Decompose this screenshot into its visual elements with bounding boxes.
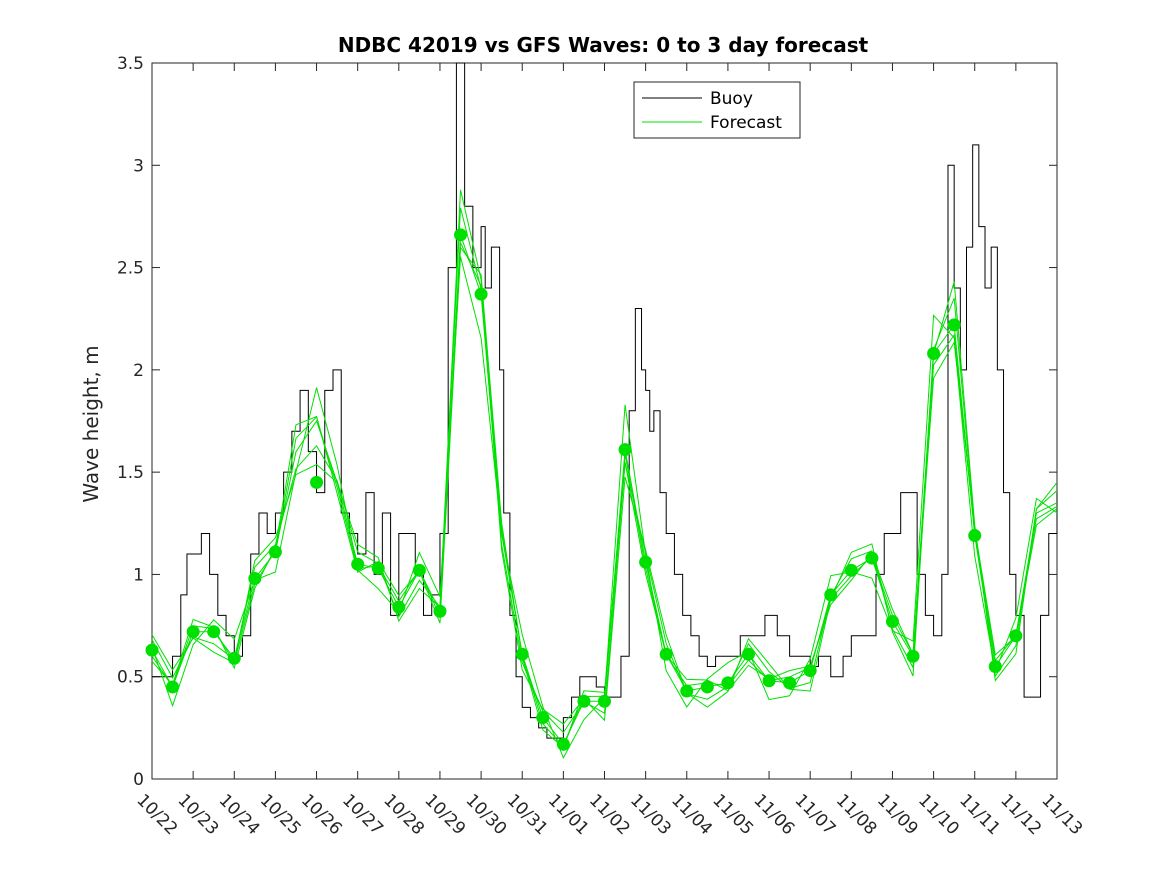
forecast-marker bbox=[721, 676, 735, 690]
legend-box bbox=[633, 81, 801, 139]
forecast-marker bbox=[1009, 629, 1023, 643]
chart-title: NDBC 42019 vs GFS Waves: 0 to 3 day fore… bbox=[338, 33, 869, 57]
y-tick-label: 2 bbox=[133, 361, 144, 381]
forecast-marker bbox=[166, 680, 180, 694]
forecast-marker bbox=[783, 676, 797, 690]
forecast-marker bbox=[988, 659, 1002, 673]
forecast-marker bbox=[618, 443, 632, 457]
y-tick-label: 1 bbox=[133, 565, 144, 585]
legend-forecast-label: Forecast bbox=[710, 113, 782, 133]
forecast-line bbox=[151, 189, 1058, 725]
y-tick-label: 0.5 bbox=[117, 668, 144, 688]
forecast-marker bbox=[433, 604, 447, 618]
forecast-marker bbox=[248, 572, 262, 586]
forecast-marker bbox=[598, 694, 611, 708]
forecast-marker bbox=[145, 643, 159, 657]
forecast-marker bbox=[865, 551, 879, 565]
forecast-marker bbox=[968, 529, 982, 543]
forecast-marker bbox=[474, 287, 488, 301]
forecast-marker bbox=[268, 545, 282, 559]
legend: Buoy Forecast bbox=[633, 81, 801, 139]
y-tick-label: 0 bbox=[133, 770, 144, 790]
legend-buoy-label: Buoy bbox=[710, 89, 753, 109]
y-tick-label: 3.5 bbox=[117, 54, 144, 74]
forecast-marker bbox=[227, 651, 241, 665]
forecast-marker bbox=[927, 346, 941, 360]
y-axis-label: Wave height, m bbox=[79, 345, 103, 502]
forecast-line bbox=[151, 207, 1058, 734]
forecast-marker bbox=[803, 664, 817, 678]
forecast-marker bbox=[454, 228, 468, 242]
forecast-marker bbox=[351, 557, 365, 571]
forecast-marker bbox=[536, 711, 550, 725]
forecast-marker bbox=[906, 649, 920, 663]
forecast-marker bbox=[659, 647, 673, 661]
y-tick-label: 1.5 bbox=[117, 463, 144, 483]
forecast-marker bbox=[844, 563, 858, 577]
forecast-marker bbox=[577, 694, 591, 708]
forecast-marker bbox=[207, 625, 221, 639]
forecast-marker bbox=[885, 614, 899, 628]
forecast-marker bbox=[947, 318, 961, 332]
forecast-marker bbox=[392, 600, 406, 614]
forecast-marker bbox=[762, 674, 776, 688]
forecast-marker bbox=[680, 684, 694, 698]
forecast-marker bbox=[556, 737, 570, 751]
forecast-marker bbox=[700, 680, 714, 694]
forecast-marker bbox=[639, 555, 653, 569]
y-tick-label: 3 bbox=[133, 156, 144, 176]
forecast-marker bbox=[515, 647, 529, 661]
forecast-marker bbox=[412, 563, 426, 577]
forecast-marker bbox=[310, 475, 324, 489]
forecast-marker bbox=[186, 625, 200, 639]
y-tick-label: 2.5 bbox=[117, 259, 144, 279]
forecast-marker bbox=[741, 647, 755, 661]
forecast-marker bbox=[371, 561, 385, 575]
forecast-marker bbox=[824, 588, 838, 602]
